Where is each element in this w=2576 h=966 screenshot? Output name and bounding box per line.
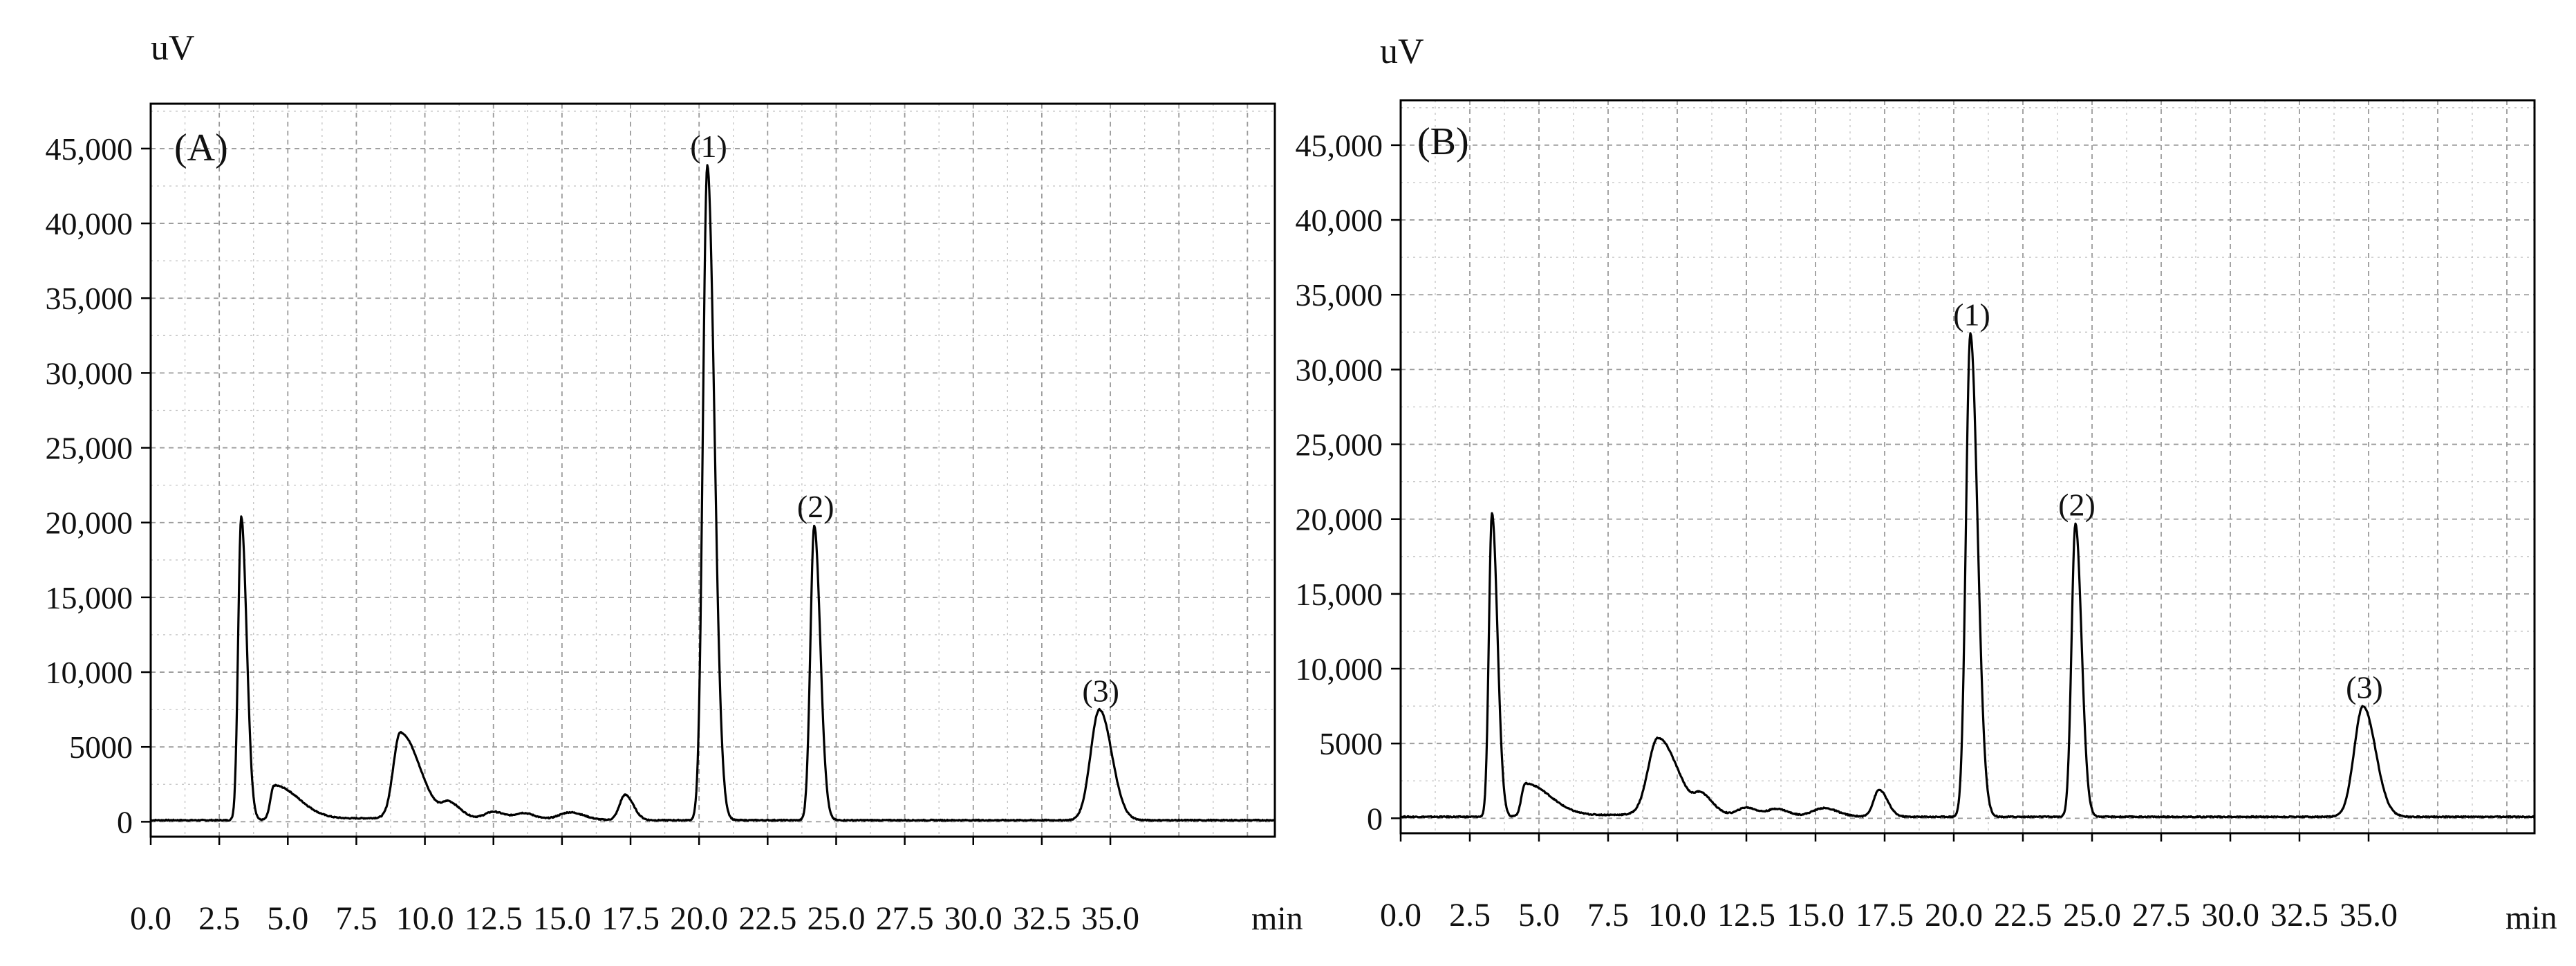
panel-b-chromatogram: 0 5000 10,000 15,000 20,000 25,000 30,000 35,00… xyxy=(1296,32,2557,936)
x-tick-label: 7.5 xyxy=(1587,897,1629,934)
x-tick-labels: 0.0 2.5 5.0 7.5 10.0 12.5 15.0 17.5 20.0 22.5 25.0… xyxy=(130,837,1139,937)
y-tick-label: 20,000 xyxy=(1296,502,1383,537)
x-tick-label: 25.0 xyxy=(807,900,865,937)
x-tick-label: 27.5 xyxy=(2132,897,2190,934)
y-tick-label: 5000 xyxy=(69,730,133,765)
x-tick-label: 10.0 xyxy=(1648,897,1706,934)
y-axis-unit-label: uV xyxy=(1380,32,1424,71)
x-tick-label: 17.5 xyxy=(1856,897,1914,934)
x-axis-unit-label: min xyxy=(2505,900,2557,936)
x-tick-label: 15.0 xyxy=(533,900,591,937)
x-tick-label: 17.5 xyxy=(601,900,660,937)
panel-label: (B) xyxy=(1417,120,1469,163)
plot-frame xyxy=(151,104,1275,837)
x-tick-label: 0.0 xyxy=(130,900,171,937)
y-tick-label: 10,000 xyxy=(46,655,133,690)
x-tick-label: 2.5 xyxy=(198,900,240,937)
x-tick-label: 15.0 xyxy=(1786,897,1845,934)
peak-label-2: (2) xyxy=(2058,487,2096,522)
y-tick-label: 20,000 xyxy=(46,505,133,541)
y-tick-labels: 0 5000 10,000 15,000 20,000 25,000 30,000 35,00… xyxy=(1296,128,1401,836)
x-tick-label: 22.5 xyxy=(1994,897,2052,934)
x-tick-label: 27.5 xyxy=(876,900,934,937)
y-axis-unit-label: uV xyxy=(151,28,195,68)
y-tick-label: 30,000 xyxy=(46,355,133,391)
chromatogram-trace xyxy=(150,164,1276,822)
panel-label: (A) xyxy=(174,127,228,169)
x-tick-label: 5.0 xyxy=(1518,897,1560,934)
x-tick-label: 25.0 xyxy=(2063,897,2121,934)
x-tick-labels: 0.0 2.5 5.0 7.5 10.0 12.5 15.0 17.5 20.0 22.5 25.0… xyxy=(1380,833,2398,934)
peak-label-1: (1) xyxy=(690,129,727,164)
y-tick-label: 10,000 xyxy=(1296,651,1383,687)
y-tick-labels: 0 5000 10,000 15,000 20,000 25,000 30,000 35,00… xyxy=(46,131,151,839)
x-tick-label: 22.5 xyxy=(738,900,796,937)
x-tick-label: 30.0 xyxy=(2201,897,2259,934)
y-tick-label: 45,000 xyxy=(1296,128,1383,163)
x-tick-label: 10.0 xyxy=(396,900,454,937)
y-tick-label: 40,000 xyxy=(46,206,133,241)
y-tick-label: 25,000 xyxy=(46,431,133,466)
peak-label-1: (1) xyxy=(1953,297,1990,333)
x-tick-label: 7.5 xyxy=(335,900,377,937)
x-tick-label: 0.0 xyxy=(1380,897,1421,934)
y-tick-label: 40,000 xyxy=(1296,203,1383,238)
y-tick-label: 30,000 xyxy=(1296,352,1383,387)
x-tick-label: 2.5 xyxy=(1449,897,1491,934)
y-tick-label: 25,000 xyxy=(1296,427,1383,463)
y-tick-label: 0 xyxy=(1367,801,1383,836)
x-tick-label: 20.0 xyxy=(670,900,728,937)
y-tick-label: 5000 xyxy=(1319,726,1383,761)
x-tick-label: 12.5 xyxy=(465,900,523,937)
x-axis-unit-label: min xyxy=(1251,900,1303,937)
y-tick-label: 45,000 xyxy=(46,131,133,167)
x-tick-label: 32.5 xyxy=(2270,897,2328,934)
peak-label-2: (2) xyxy=(797,489,834,524)
x-tick-label: 30.0 xyxy=(944,900,1002,937)
x-tick-label: 20.0 xyxy=(1925,897,1983,934)
plot-border xyxy=(1399,99,2536,835)
x-tick-label: 35.0 xyxy=(2340,897,2398,934)
x-tick-label: 32.5 xyxy=(1013,900,1071,937)
peak-label-3: (3) xyxy=(2346,669,2383,705)
x-tick-label: 12.5 xyxy=(1717,897,1775,934)
x-tick-label: 5.0 xyxy=(267,900,308,937)
y-tick-label: 15,000 xyxy=(46,580,133,615)
plot-border xyxy=(149,102,1276,838)
peak-annotations: (1) (2) (3) xyxy=(1953,297,2383,705)
y-tick-label: 35,000 xyxy=(1296,277,1383,313)
y-tick-label: 0 xyxy=(117,804,133,839)
peak-annotations: (1) (2) (3) xyxy=(690,129,1119,708)
panel-a-chromatogram: 0 5000 10,000 15,000 20,000 25,000 30,000 35,00… xyxy=(46,28,1303,937)
y-tick-label: 15,000 xyxy=(1296,577,1383,612)
peak-label-3: (3) xyxy=(1082,673,1119,708)
grid-lines xyxy=(1401,100,2535,833)
y-tick-label: 35,000 xyxy=(46,281,133,316)
chromatogram-trace xyxy=(1400,332,2535,819)
x-tick-label: 35.0 xyxy=(1081,900,1139,937)
